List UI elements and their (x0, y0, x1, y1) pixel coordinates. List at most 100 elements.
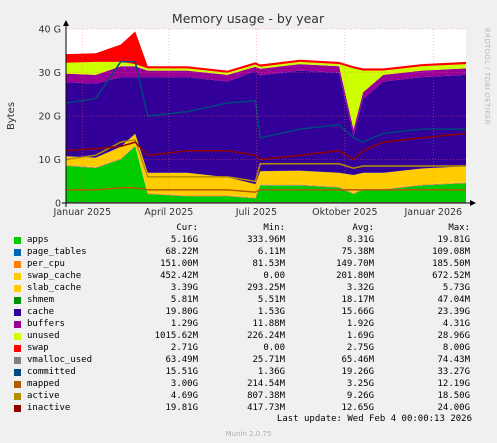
legend-avg: 19.26G (341, 367, 374, 377)
legend-cur: 15.51G (165, 367, 198, 377)
chart-title: Memory usage - by year (172, 11, 325, 26)
last-update: Last update: Wed Feb 4 00:00:13 2026 (276, 414, 472, 424)
y-tick-labels: 0 10 G 20 G 30 G 40 G (39, 25, 61, 210)
munin-version: Munin 2.0.75 (225, 430, 272, 438)
legend-avg: 1.69G (346, 331, 374, 341)
legend-row-apps: apps 5.16G 333.96M 8.31G 19.81G (0, 234, 497, 246)
header-avg: Avg: (352, 223, 374, 233)
legend-name: cache (27, 307, 55, 317)
legend-max: 8.00G (442, 343, 470, 353)
x-tick-label: April 2025 (144, 207, 193, 218)
legend-swatch-unused (14, 333, 21, 340)
legend-header: Cur: Min: Avg: Max: (0, 222, 497, 234)
legend-max: 24.00G (437, 403, 470, 413)
legend-swatch-vmalloc_used (14, 357, 21, 364)
legend-cur: 2.71G (170, 343, 198, 353)
legend-swatch-per_cpu (14, 261, 21, 268)
legend-avg: 18.17M (341, 295, 374, 305)
area-cache (66, 70, 466, 185)
rrdtool-credit: RRDTOOL / TOBI OETIKER (483, 28, 491, 125)
legend-min: 11.88M (252, 319, 285, 329)
x-tick-label: Juli 2025 (235, 207, 277, 218)
legend-max: 5.73G (442, 283, 470, 293)
line-active (65, 139, 466, 183)
area-unused (66, 61, 466, 130)
y-tick-label: 10 G (39, 155, 61, 166)
legend-cur: 1.29G (170, 319, 198, 329)
legend-name: buffers (27, 319, 65, 329)
header-min: Min: (263, 223, 285, 233)
legend-max: 19.81G (437, 235, 470, 245)
legend-row-mapped: mapped 3.00G 214.54M 3.25G 12.19G (0, 378, 497, 390)
legend-swatch-inactive (14, 405, 21, 412)
legend-max: 47.04M (437, 295, 470, 305)
legend-max: 109.08M (432, 247, 470, 257)
legend-cur: 1015.62M (154, 331, 198, 341)
legend-max: 33.27G (437, 367, 470, 377)
legend-max: 23.39G (437, 307, 470, 317)
legend-row-inactive: inactive 19.81G 417.73M 12.65G 24.00G (0, 402, 497, 414)
y-tick-label: 0 (55, 199, 61, 210)
legend-name: slab_cache (27, 283, 82, 293)
y-axis-arrow (63, 20, 69, 26)
legend-min: 293.25M (247, 283, 285, 293)
legend-avg: 2.75G (346, 343, 374, 353)
legend-min: 807.38M (247, 391, 285, 401)
legend-name: apps (27, 235, 49, 245)
legend-avg: 3.32G (346, 283, 374, 293)
legend-row-swap_cache: swap_cache 452.42M 0.00 201.80M 672.52M (0, 270, 497, 282)
legend-row-vmalloc_used: vmalloc_used 63.49M 25.71M 65.46M 74.43M (0, 354, 497, 366)
legend-row-page_tables: page_tables 68.22M 6.11M 75.38M 109.08M (0, 246, 497, 258)
legend-swatch-swap (14, 345, 21, 352)
legend-avg: 65.46M (341, 355, 374, 365)
stacked-areas (66, 31, 466, 203)
legend-min: 6.11M (257, 247, 285, 257)
legend-cur: 19.80G (165, 307, 198, 317)
legend-cur: 3.00G (170, 379, 198, 389)
legend-avg: 9.26G (346, 391, 374, 401)
legend-min: 214.54M (247, 379, 285, 389)
legend-swatch-active (14, 393, 21, 400)
legend-swatch-cache (14, 309, 21, 316)
x-tick-label: Januar 2026 (404, 207, 463, 218)
legend-max: 12.19G (437, 379, 470, 389)
x-tick-labels: Januar 2025 April 2025 Juli 2025 Oktober 20… (53, 207, 463, 218)
legend-swatch-page_tables (14, 249, 21, 256)
legend-min: 226.24M (247, 331, 285, 341)
legend-avg: 149.70M (336, 259, 374, 269)
legend-avg: 15.66G (341, 307, 374, 317)
legend-swatch-buffers (14, 321, 21, 328)
legend-cur: 63.49M (165, 355, 198, 365)
line-mapped (66, 187, 466, 193)
legend-avg: 75.38M (341, 247, 374, 257)
legend-cur: 452.42M (160, 271, 198, 281)
legend-cur: 151.00M (160, 259, 198, 269)
y-tick-label: 30 G (39, 68, 61, 79)
legend-min: 333.96M (247, 235, 285, 245)
line-inactive (65, 132, 467, 161)
legend-min: 0.00 (263, 271, 285, 281)
grid-lines (66, 28, 466, 203)
memory-chart: Memory usage - by year Bytes RRDTOOL / T… (6, 11, 491, 218)
legend-name: vmalloc_used (27, 355, 93, 365)
legend-max: 672.52M (432, 271, 470, 281)
legend-max: 28.96G (437, 331, 470, 341)
legend-swatch-mapped (14, 381, 21, 388)
legend-swatch-committed (14, 369, 21, 376)
legend-name: swap (27, 343, 49, 353)
legend-table: Cur: Min: Avg: Max: apps 5.16G 333.96M 8.31… (0, 222, 497, 414)
y-tick-label: 40 G (39, 25, 61, 36)
legend-name: active (27, 391, 60, 401)
legend-min: 417.73M (247, 403, 285, 413)
legend-name: mapped (27, 379, 60, 389)
legend-row-unused: unused 1015.62M 226.24M 1.69G 28.96G (0, 330, 497, 342)
y-tick-label: 20 G (39, 112, 61, 123)
legend-swatch-apps (14, 237, 21, 244)
legend-name: per_cpu (27, 259, 65, 269)
legend-swatch-swap_cache (14, 273, 21, 280)
header-max: Max: (448, 223, 470, 233)
x-tick-label: Oktober 2025 (312, 207, 378, 218)
legend-min: 1.36G (257, 367, 285, 377)
legend-max: 4.31G (442, 319, 470, 329)
area-slab_cache (66, 133, 466, 198)
